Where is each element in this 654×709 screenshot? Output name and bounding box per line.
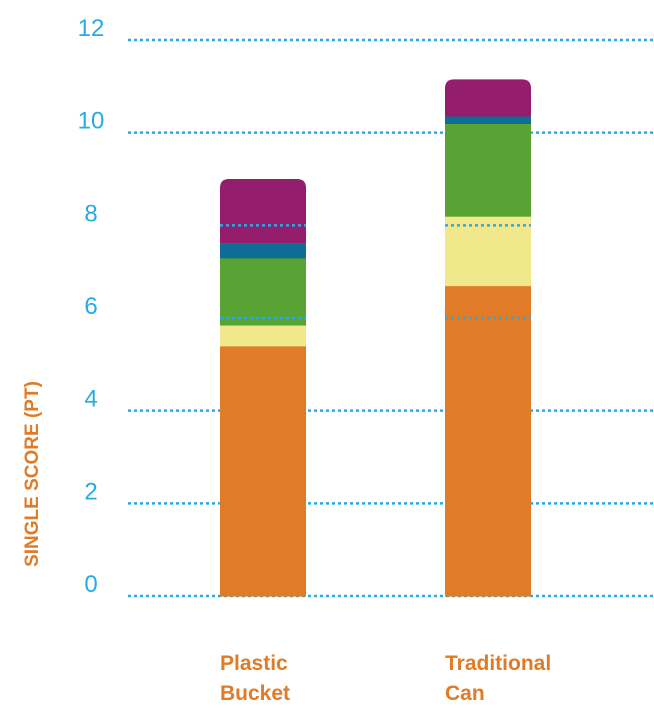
gridlines [128, 38, 654, 598]
bar-segment-1-3 [445, 116, 531, 124]
bars [220, 79, 531, 597]
y-tick-label-6: 6 [84, 293, 97, 320]
category-label-0-1: Bucket [220, 682, 290, 705]
category-label-0-0: Plastic [220, 652, 288, 675]
y-tick-label-10: 10 [78, 108, 105, 135]
y-tick-label-4: 4 [84, 386, 97, 413]
y-axis-title: SINGLE SCORE (PT) [22, 381, 43, 567]
y-tick-label-12: 12 [78, 15, 105, 42]
x-axis-categories: Plastic Bucket Traditional Can [220, 652, 551, 705]
bar-segment-1-4 [445, 79, 531, 117]
bar-segment-1-0 [445, 285, 531, 597]
category-label-1-1: Can [445, 682, 485, 705]
bar-segment-1-2 [445, 123, 531, 217]
y-tick-label-2: 2 [84, 478, 97, 505]
y-axis-ticks: 0 2 4 6 8 10 12 [78, 15, 105, 598]
bar-segment-1-1 [445, 216, 531, 287]
bar-segment-0-2 [220, 257, 306, 326]
bar-segment-0-0 [220, 345, 306, 597]
bar-segment-0-3 [220, 243, 306, 259]
bar-segment-0-1 [220, 324, 306, 347]
bar-overlay-gridlines [220, 224, 531, 320]
category-label-1-0: Traditional [445, 652, 551, 675]
y-tick-label-8: 8 [84, 200, 97, 227]
bar-segment-0-4 [220, 179, 306, 244]
y-tick-label-0: 0 [84, 571, 97, 598]
